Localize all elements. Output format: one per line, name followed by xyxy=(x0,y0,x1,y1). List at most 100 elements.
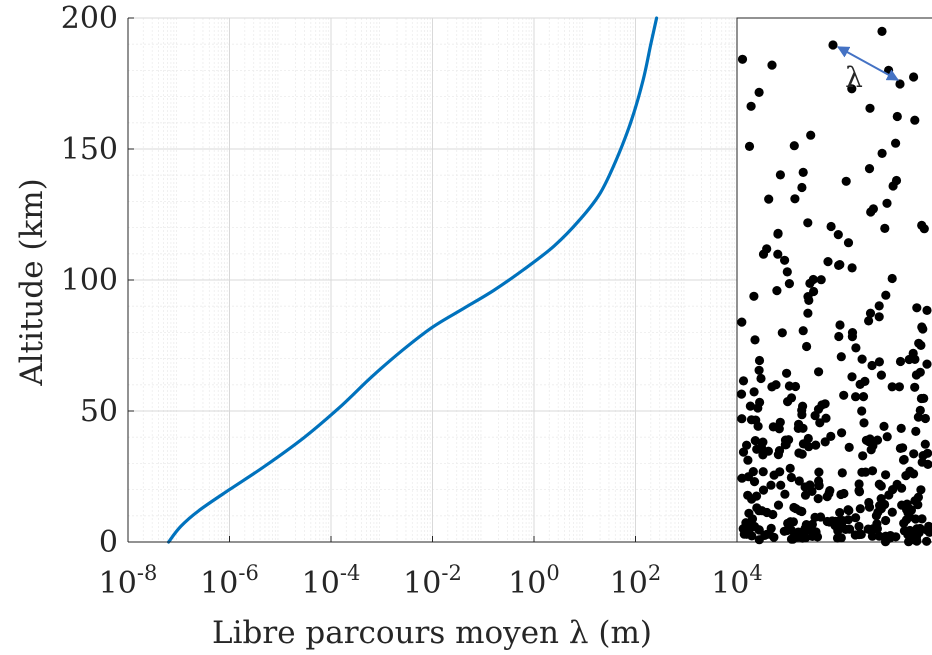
molecule-dot xyxy=(797,182,807,193)
molecule-dot xyxy=(909,469,919,479)
molecule-dot xyxy=(749,291,759,301)
molecule-dot xyxy=(847,372,857,382)
molecule-dot xyxy=(864,164,875,174)
molecule-dot xyxy=(758,467,768,477)
molecule-dot xyxy=(798,439,809,449)
molecule-dot xyxy=(915,367,925,377)
molecule-dot xyxy=(773,450,784,460)
molecule-dot xyxy=(766,523,776,534)
y-tick-label: 0 xyxy=(99,525,118,560)
molecule-dot xyxy=(786,472,797,483)
y-tick-label: 200 xyxy=(61,1,118,36)
molecule-dot xyxy=(864,497,874,508)
molecule-dot xyxy=(802,341,812,352)
molecule-dot xyxy=(899,518,909,528)
molecule-dot xyxy=(775,417,785,427)
molecule-dot xyxy=(912,303,922,313)
molecule-dot xyxy=(867,466,878,476)
molecule-dot xyxy=(895,79,905,89)
molecule-dot xyxy=(847,84,857,94)
molecule-dot xyxy=(856,529,866,540)
molecule-dot xyxy=(782,368,792,378)
molecule-dot xyxy=(857,406,867,416)
molecule-dot xyxy=(917,514,927,524)
y-tick-label: 150 xyxy=(61,132,118,167)
molecule-dot xyxy=(742,440,752,450)
molecule-dot xyxy=(865,308,876,318)
molecule-dot xyxy=(828,40,838,50)
x-tick-label: 104 xyxy=(711,561,763,601)
molecule-dot xyxy=(814,480,824,491)
molecule-dot xyxy=(864,316,874,326)
molecule-dot xyxy=(777,328,787,338)
molecule-dot xyxy=(743,455,753,465)
molecule-dot xyxy=(843,505,853,515)
molecule-dot xyxy=(764,194,774,204)
molecule-dot xyxy=(763,446,774,456)
molecule-dot xyxy=(891,532,901,542)
molecule-dot xyxy=(908,348,918,358)
molecule-dot xyxy=(918,451,928,461)
molecule-dot xyxy=(750,436,760,446)
molecule-dot xyxy=(789,141,799,151)
molecule-dot xyxy=(784,381,795,391)
molecule-dot xyxy=(881,290,891,300)
molecule-dot xyxy=(758,485,769,495)
x-tick-label: 10-8 xyxy=(99,561,158,601)
molecule-dot xyxy=(750,335,760,345)
molecule-dot xyxy=(851,513,861,523)
molecule-dot xyxy=(753,403,763,413)
molecule-dot xyxy=(797,506,807,517)
molecule-dot xyxy=(891,138,901,148)
molecule-dot xyxy=(833,230,843,240)
molecule-dot xyxy=(768,422,778,432)
molecule-dot xyxy=(762,244,772,254)
molecule-dot xyxy=(814,467,824,477)
molecule-dot xyxy=(773,249,783,259)
molecule-dot xyxy=(797,405,807,415)
molecule-dot xyxy=(881,515,891,526)
molecule-dot xyxy=(898,443,908,453)
molecule-dot xyxy=(874,357,885,367)
molecule-dot xyxy=(743,472,754,482)
molecule-dot xyxy=(910,496,920,506)
molecule-dot xyxy=(865,103,875,113)
molecule-dot xyxy=(753,421,763,431)
molecule-dot xyxy=(839,390,849,400)
molecule-dot xyxy=(867,360,877,371)
molecule-dot xyxy=(749,387,759,397)
molecule-dot xyxy=(920,439,930,449)
molecule-dot xyxy=(854,487,865,497)
molecule-dot xyxy=(880,223,890,233)
molecule-dot xyxy=(909,72,919,82)
molecule-dot xyxy=(858,451,868,461)
molecule-dot xyxy=(879,421,889,431)
molecule-dot xyxy=(785,463,795,473)
molecule-dot xyxy=(767,60,777,70)
molecule-dot xyxy=(835,320,845,330)
molecule-dot xyxy=(768,509,778,520)
lambda-arrow xyxy=(836,46,900,81)
molecule-dot xyxy=(744,141,755,151)
molecule-dot xyxy=(779,526,789,536)
molecule-dot xyxy=(845,524,855,534)
molecule-dot xyxy=(874,301,884,311)
molecule-dot xyxy=(858,392,869,402)
molecule-dot xyxy=(797,449,807,459)
molecule-dot xyxy=(746,101,756,111)
molecule-illustration: λ xyxy=(736,17,932,547)
molecule-dots xyxy=(736,26,932,547)
molecule-dot xyxy=(782,267,792,277)
molecule-dot xyxy=(834,260,844,270)
molecule-dot xyxy=(838,516,848,526)
molecule-dot xyxy=(877,148,887,158)
molecule-dot xyxy=(854,479,864,489)
molecule-dot xyxy=(922,536,932,546)
molecule-dot xyxy=(816,275,826,285)
molecule-dot xyxy=(806,130,816,140)
molecule-dot xyxy=(881,470,891,480)
molecule-dot xyxy=(801,533,811,543)
molecule-dot xyxy=(776,480,786,490)
molecule-dot xyxy=(909,449,919,459)
molecule-dot xyxy=(901,471,911,481)
